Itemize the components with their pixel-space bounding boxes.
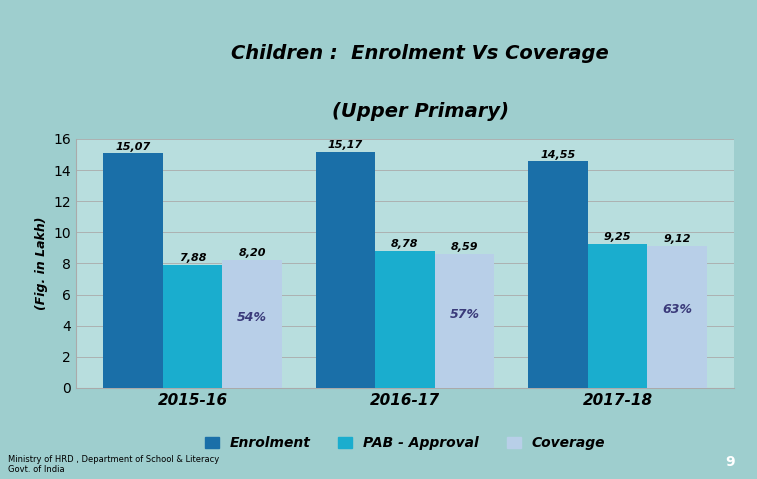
- Bar: [163, 265, 223, 388]
- Bar: [316, 152, 375, 388]
- Text: 57%: 57%: [450, 308, 479, 321]
- Text: 15,17: 15,17: [328, 140, 363, 150]
- Text: 14,55: 14,55: [540, 149, 575, 160]
- Text: 9,12: 9,12: [663, 234, 690, 244]
- Bar: [435, 254, 494, 388]
- Text: 15,07: 15,07: [115, 141, 151, 151]
- Text: 8,20: 8,20: [238, 249, 266, 259]
- Text: 54%: 54%: [237, 311, 267, 324]
- Y-axis label: (Fig. in Lakh): (Fig. in Lakh): [35, 217, 48, 310]
- Text: 9: 9: [726, 455, 735, 469]
- Text: 8,78: 8,78: [391, 240, 419, 250]
- Text: 7,88: 7,88: [179, 253, 207, 263]
- Bar: [375, 251, 435, 388]
- Bar: [103, 153, 163, 388]
- Text: 8,59: 8,59: [450, 242, 478, 252]
- Text: Children :  Enrolment Vs Coverage: Children : Enrolment Vs Coverage: [231, 44, 609, 63]
- Text: (Upper Primary): (Upper Primary): [332, 102, 509, 121]
- Bar: [223, 261, 282, 388]
- Text: 63%: 63%: [662, 303, 692, 317]
- Text: Ministry of HRD , Department of School & Literacy
Govt. of India: Ministry of HRD , Department of School &…: [8, 455, 219, 474]
- Bar: [647, 246, 707, 388]
- Bar: [528, 161, 587, 388]
- Legend: Enrolment, PAB - Approval, Coverage: Enrolment, PAB - Approval, Coverage: [199, 431, 611, 456]
- Text: 9,25: 9,25: [603, 232, 631, 242]
- Bar: [587, 244, 647, 388]
